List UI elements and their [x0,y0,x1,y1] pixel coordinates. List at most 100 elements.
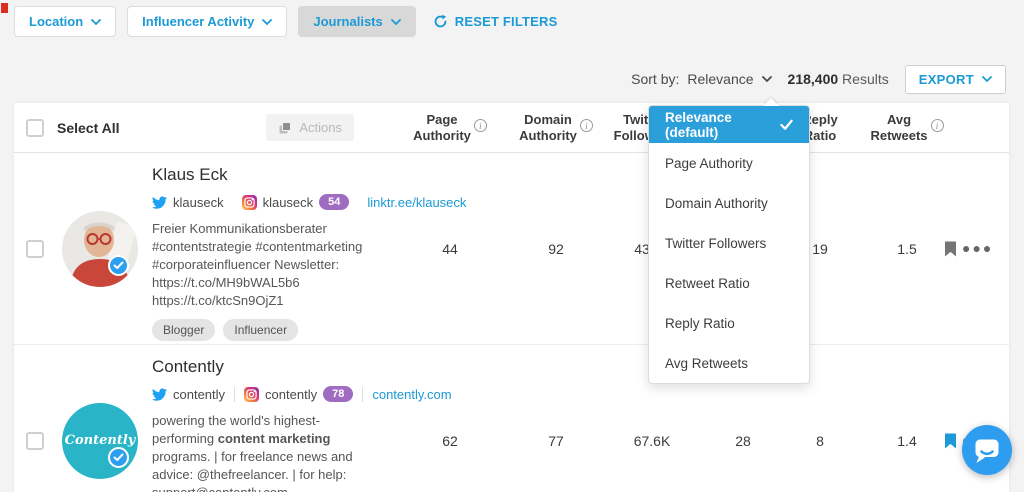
row-checkbox[interactable] [26,432,44,450]
bookmark-icon[interactable] [944,433,957,450]
row-checkbox[interactable] [26,239,44,258]
sort-menu-item[interactable]: Page Authority [649,143,809,183]
export-button[interactable]: EXPORT [904,64,1006,94]
tag-pill: Blogger [152,319,216,341]
twitter-handle-label: contently [173,386,226,402]
avatar[interactable] [62,210,138,287]
bio-line: https://t.co/ktcSn9OjZ1 [152,293,284,308]
sort-menu-item[interactable]: Twitter Followers [649,223,809,263]
sort-menu-item[interactable]: Retweet Ratio [649,263,809,303]
filter-button-influencer-activity[interactable]: Influencer Activity [127,6,288,37]
instagram-count-badge: 54 [319,194,350,210]
avatar-image [62,210,138,287]
separator [234,386,236,402]
export-button-label: EXPORT [918,71,974,87]
bio-line: #contentstrategie #contentmarketing [152,239,363,254]
sort-menu-item[interactable]: Relevance (default) [649,106,809,143]
table-header: Select All Actions Page Authority i Domai… [14,103,1009,153]
sort-by-label: Sort by: [631,71,680,87]
bio-line: https://t.co/MH9bWAL5b6 [152,275,300,290]
column-header[interactable]: Domain Authority i [500,112,612,144]
filter-button-journalists[interactable]: Journalists [298,6,416,37]
twitter-icon [152,387,167,401]
bio-line: support@contently.com [152,484,452,492]
results-count-number: 218,400 [787,71,839,87]
sort-menu-item[interactable]: Reply Ratio [649,303,809,343]
column-header-label: Reply Ratio [802,111,838,143]
profile-cell: Klaus Eck klauseck klauseck 54 [14,153,466,344]
row-menu-button[interactable]: ●●● [962,239,994,256]
profile-name[interactable]: Contently [152,357,224,376]
tag-pill: Influencer [223,319,299,341]
info-icon[interactable]: i [473,119,487,132]
check-icon [780,119,793,130]
metric-value: 44 [442,240,458,257]
chat-bubble-icon [975,439,999,463]
social-links: klauseck klauseck 54 linktr.ee/klauseck [152,194,466,210]
bio-line: programs. | for freelance news and [152,449,353,464]
sort-menu-item-label: Page Authority [665,155,753,171]
actions-button[interactable]: Actions [266,114,354,141]
actions-button-label: Actions [299,120,342,135]
sort-by-value: Relevance [687,71,754,87]
column-header[interactable]: Page Authority i [400,112,500,144]
metric-value: 19 [812,240,828,257]
sort-menu-item-label: Retweet Ratio [665,275,750,291]
bio-line: Freier Kommunikationsberater [152,221,327,236]
info-icon[interactable]: i [930,119,944,132]
column-header-label: Avg Retweets [870,111,928,143]
sort-menu-item[interactable]: Avg Retweets [649,343,809,383]
website-link[interactable]: linktr.ee/klauseck [367,194,467,210]
filter-button-location[interactable]: Location [14,6,117,37]
table-row: Klaus Eck klauseck klauseck 54 [14,153,1009,345]
profile-info: Contently contently contently 78 [152,345,452,492]
results-toolbar: Sort by: Relevance 218,400 Results EXPOR… [0,60,1006,98]
sort-menu-item[interactable]: Domain Authority [649,183,809,223]
bio-line: powering the world's highest- [152,413,320,428]
profile-name[interactable]: Klaus Eck [152,165,228,184]
info-icon[interactable]: i [579,119,593,132]
sort-menu-item-label: Avg Retweets [665,355,749,371]
metric-value: 92 [548,240,564,257]
bookmark-icon[interactable] [944,240,957,257]
metric-value: 62 [442,433,458,449]
bio-text: powering the world's highest-performing … [152,412,452,492]
sort-menu-item-label: Reply Ratio [665,315,735,331]
twitter-handle[interactable]: klauseck [152,195,224,210]
metric-value: 77 [548,433,564,449]
filter-button-label: Influencer Activity [142,14,255,29]
select-all-checkbox[interactable] [26,118,44,137]
instagram-icon [244,386,260,402]
instagram-handle[interactable]: klauseck 54 [241,194,350,210]
metric-value: 1.4 [897,433,917,449]
filter-bar: Location Influencer Activity Journalists… [14,6,558,37]
metric-value: 1.5 [897,240,917,257]
actions-icon [279,121,292,133]
twitter-handle-label: klauseck [173,194,224,210]
header-profile-cell: Select All Actions [14,114,400,141]
recording-indicator [1,3,8,13]
bio-text: Freier Kommunikationsberater #contentstra… [152,220,452,310]
sort-menu-item-label: Domain Authority [665,195,768,211]
sort-dropdown-menu: Relevance (default) Page Authority Domai… [648,98,810,384]
avatar[interactable]: Contently [62,403,138,479]
sort-by-control[interactable]: Sort by: Relevance [631,71,772,87]
twitter-handle[interactable]: contently [152,387,225,402]
select-all-label: Select All [57,119,120,136]
profile-cell: Contently Contently contently [14,345,452,492]
dropdown-caret [763,98,779,106]
reset-filters-button[interactable]: RESET FILTERS [433,14,558,29]
column-header[interactable]: Avg Retweets i [846,112,968,144]
chat-launcher-button[interactable] [962,425,1012,475]
sort-menu-item-label: Twitter Followers [665,235,767,251]
results-count-label: Results [842,71,889,87]
instagram-handle[interactable]: contently 78 [244,386,354,402]
column-header-label: Page Authority [413,111,471,143]
website-link[interactable]: contently.com [372,386,452,402]
reset-icon [434,14,447,28]
avatar-image: Contently [62,403,138,479]
bio-line: performing content marketing [152,431,331,446]
metric-value: 8 [816,433,824,449]
